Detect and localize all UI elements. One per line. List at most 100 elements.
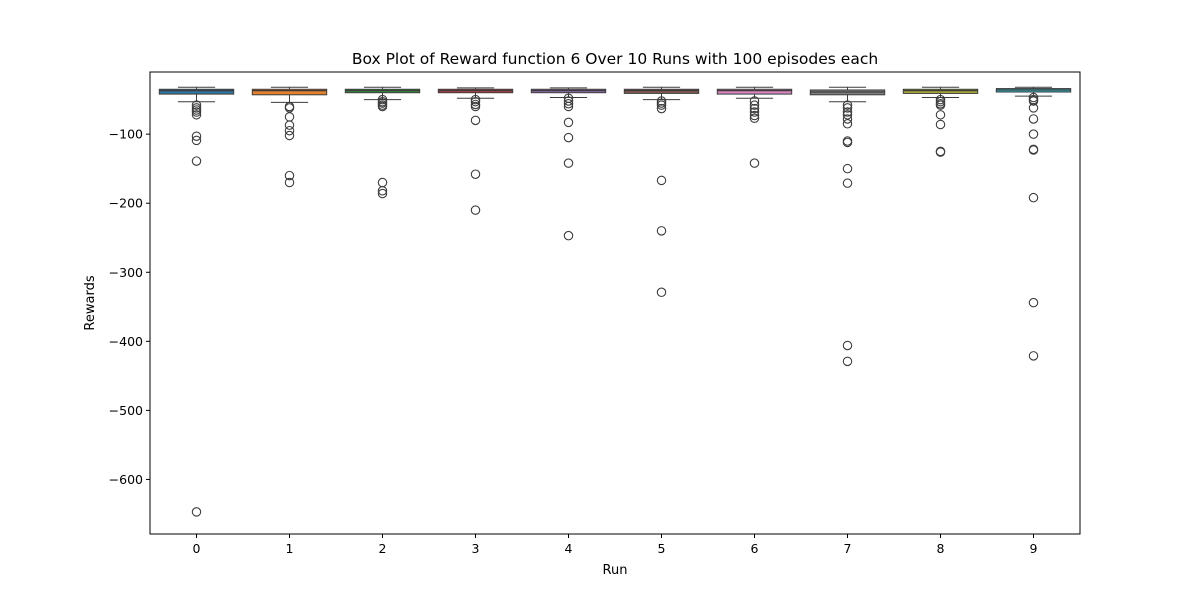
outlier-point [842,356,853,367]
outlier-point [842,137,853,148]
iqr-box [902,88,979,94]
outlier-point [563,230,574,241]
box-run-7 [809,86,886,367]
box-run-4 [530,87,607,241]
boxes-layer [158,86,1072,517]
outlier-point [191,156,202,166]
outlier-point [470,115,481,126]
y-tick-label: −100 [109,127,143,142]
outlier-point [1028,351,1039,361]
outlier-point [191,100,202,110]
outlier-point [842,178,853,188]
outlier-point [842,340,853,351]
outlier-point [191,507,202,517]
outlier-point [842,110,853,120]
iqr-box [623,88,700,94]
outlier-point [935,100,946,110]
outlier-point [1028,114,1039,124]
x-tick-label: 3 [472,541,480,556]
outlier-point [191,110,202,120]
outlier-point [749,158,760,168]
outlier-point [842,100,853,110]
box-run-9 [995,86,1072,361]
x-axis-label: Run [603,563,628,578]
outlier-point [842,119,853,129]
outlier-point [749,113,760,124]
y-tick-label: −600 [109,472,143,487]
box-run-1 [251,86,328,188]
outlier-point [284,125,295,136]
outlier-point [563,158,574,168]
box-run-6 [716,86,793,168]
outlier-point [842,103,853,113]
outlier-point [284,112,295,122]
outlier-point [1028,129,1039,139]
outlier-point [749,107,760,117]
outlier-point [935,147,946,157]
outlier-point [563,117,574,128]
outlier-point [935,110,946,120]
outlier-point [470,169,481,179]
y-tick-label: −300 [109,265,143,280]
iqr-box [251,88,328,96]
outlier-point [842,163,853,174]
y-tick-label: −500 [109,403,143,418]
outlier-point [935,119,946,130]
outlier-point [284,177,295,188]
outlier-point [191,131,202,141]
outlier-point [656,103,667,114]
outlier-point [284,170,295,181]
box-run-0 [158,86,235,517]
x-tick-label: 0 [193,541,201,556]
outlier-point [470,205,481,215]
outlier-point [191,135,202,146]
box-run-5 [623,86,700,298]
y-tick-label: −200 [109,196,143,211]
y-tick-label: −400 [109,334,143,349]
outlier-point [284,120,295,130]
outlier-point [842,114,853,124]
outlier-point [191,107,202,117]
outlier-point [470,101,481,112]
outlier-point [1028,297,1039,308]
outlier-point [470,96,481,107]
outlier-point [377,101,388,112]
outlier-point [656,100,667,110]
outlier-point [1028,192,1039,203]
box-run-3 [437,87,514,215]
x-tick-label: 7 [844,541,852,556]
y-axis: −100 −200 −300 −400 −500 −600 [109,127,150,487]
outlier-point [749,100,760,110]
outlier-point [656,175,667,186]
outlier-point [656,287,667,298]
x-tick-label: 1 [286,541,294,556]
x-tick-label: 8 [937,541,945,556]
iqr-box [158,88,235,95]
chart-title: Box Plot of Reward function 6 Over 10 Ru… [352,50,878,68]
outlier-point [563,101,574,112]
outlier-point [563,132,574,143]
outlier-point [1028,103,1039,113]
x-tick-label: 5 [658,541,666,556]
x-axis: 0 1 2 3 4 5 6 7 8 9 [193,534,1038,556]
outlier-point [377,186,388,196]
x-tick-label: 2 [379,541,387,556]
outlier-point [1028,96,1039,106]
outlier-point [749,103,760,114]
outlier-point [1028,145,1039,155]
outlier-point [377,188,388,199]
outlier-point [563,99,574,109]
x-tick-label: 6 [751,541,759,556]
box-run-8 [902,86,979,157]
outlier-point [284,103,295,113]
box-run-2 [344,86,421,199]
outlier-point [656,226,667,236]
outlier-point [563,96,574,106]
outlier-point [749,96,760,106]
plot-frame [149,71,1081,535]
outlier-point [191,105,202,115]
outlier-point [377,177,388,188]
outlier-point [749,110,760,121]
iqr-box [716,88,793,95]
